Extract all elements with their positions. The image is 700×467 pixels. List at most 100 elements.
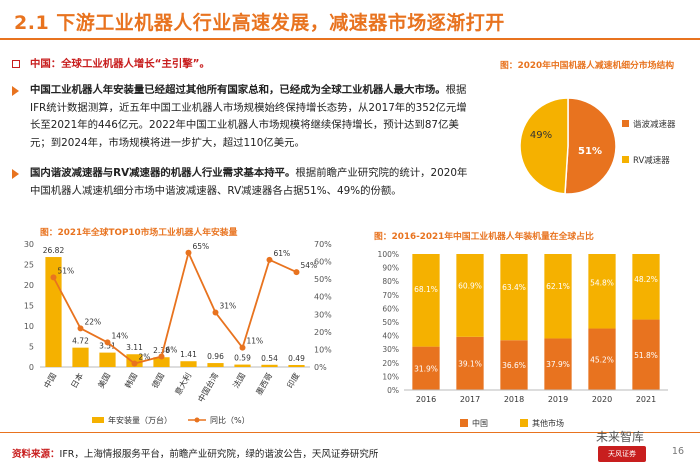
yoy-label: 6% (166, 345, 178, 354)
bar (207, 363, 224, 367)
x-tick-label: 墨西哥 (254, 372, 274, 397)
x-tick-label: 韩国 (123, 371, 140, 390)
y-tick: 20% (382, 359, 399, 368)
title-divider (0, 38, 700, 40)
y-tick: 60% (382, 304, 399, 313)
yoy-point (293, 269, 300, 276)
bar-label: 3.11 (126, 343, 143, 352)
y-right-tick: 20% (314, 328, 332, 337)
pie-label-rv: 49% (530, 130, 552, 141)
legend-harmonic: 谐波减速器 (633, 119, 676, 130)
yoy-line (52, 250, 297, 365)
pie-label-harmonic: 51% (578, 146, 602, 157)
legend-other: 其他市场 (532, 418, 564, 428)
china-label: 31.9% (414, 364, 438, 373)
china-label: 51.8% (634, 351, 658, 360)
x-tick-label: 2019 (548, 395, 568, 404)
china-label: 37.9% (546, 360, 570, 369)
legend-rv: RV减速器 (633, 155, 670, 166)
y-right-tick: 30% (314, 310, 332, 319)
yoy-label: 31% (220, 302, 237, 311)
bar (153, 357, 170, 367)
yoy-point (266, 256, 273, 263)
paragraph-2: 国内谐波减速器与RV减速器的机器人行业需求基本持平。根据前瞻产业研究院的统计，2… (30, 165, 470, 200)
yoy-label: 14% (112, 331, 129, 340)
x-tick-label: 中国 (42, 371, 59, 390)
y-right-tick: 70% (314, 240, 332, 249)
y-tick: 100% (378, 250, 399, 259)
paragraph-2-bold: 国内谐波减速器与RV减速器的机器人行业需求基本持平。 (30, 167, 296, 179)
y-right-tick: 60% (314, 258, 332, 267)
bar (99, 352, 116, 367)
paragraph-1-bold: 中国工业机器人年安装量已经超过其他所有国家总和，已经成为全球工业机器人最大市场。 (30, 84, 446, 96)
bar-label: 0.49 (288, 354, 305, 363)
y-right-tick: 0% (314, 363, 327, 372)
footer-source-text: IFR，上海情报服务平台，前瞻产业研究院，绿的谐波公告，天风证券研究所 (59, 449, 379, 460)
other-label: 54.8% (590, 278, 614, 287)
legend-installs: 年安装量（万台） (108, 415, 172, 425)
footer-label: 资料来源： (12, 449, 60, 460)
bar-label: 3.51 (99, 342, 116, 351)
yoy-label: 11% (247, 337, 264, 346)
yoy-point (131, 360, 138, 367)
top10-bar-chart: 0 5 10 15 20 25 30 0% 10% 20% 30% 40% 50% 60% 70% 26.82… (24, 240, 332, 425)
x-tick-label: 日本 (69, 371, 86, 390)
y-left-tick: 5 (29, 343, 34, 352)
bar-china (412, 346, 440, 390)
other-label: 63.4% (502, 283, 526, 292)
bar (261, 364, 278, 367)
yoy-label: 61% (274, 249, 291, 258)
section-heading: 中国：全球工业机器人增长“主引擎”。 (12, 56, 210, 73)
bar-label: 2.38 (153, 346, 170, 355)
bar-other (412, 254, 440, 347)
y-tick: 0% (387, 386, 399, 395)
bar-other (632, 254, 660, 320)
y-tick: 40% (382, 332, 399, 341)
y-tick: 50% (382, 318, 399, 327)
watermark: 未来智库 (596, 430, 645, 444)
other-label: 62.1% (546, 282, 570, 291)
china-label: 45.2% (590, 355, 614, 364)
x-tick-label: 意大利 (173, 371, 194, 397)
y-right-tick: 40% (314, 293, 332, 302)
bar (72, 347, 89, 367)
other-label: 60.9% (458, 281, 482, 290)
legend-yoy: 同比（%） (210, 415, 250, 425)
x-tick-label: 2020 (592, 395, 612, 404)
yoy-label: 54% (301, 261, 318, 270)
bar-label: 1.41 (180, 350, 197, 359)
china-label: 36.6% (502, 361, 526, 370)
x-tick-label: 法国 (231, 371, 248, 390)
arrow-bullet-icon (12, 86, 19, 96)
bar-label: 0.54 (261, 354, 278, 363)
bar-label: 0.59 (234, 354, 251, 363)
legend-swatch-china (460, 419, 468, 427)
yoy-point (77, 325, 84, 332)
bar-label: 0.96 (207, 352, 224, 361)
bar-china (500, 340, 528, 390)
pie-slice-rv (519, 97, 569, 195)
y-left-tick: 0 (29, 363, 34, 372)
bar (234, 364, 251, 367)
bar-other (588, 254, 616, 329)
brand-logo: 天风证券 (598, 446, 646, 462)
legend-marker-yoy (194, 417, 200, 423)
footer-source: 资料来源：IFR，上海情报服务平台，前瞻产业研究院，绿的谐波公告，天风证券研究所 (12, 446, 378, 460)
x-tick-label: 中国台湾 (196, 371, 221, 404)
square-bullet-icon (12, 60, 20, 68)
bar-china (588, 328, 616, 390)
legend-china: 中国 (472, 418, 488, 428)
y-tick: 10% (382, 372, 399, 381)
bar-other (544, 254, 572, 339)
y-left-tick: 10 (24, 322, 34, 331)
china-share-stacked-chart: 0% 10% 20% 30% 40% 50% 60% 70% 80% 90% 100% 31.9% 68… (378, 250, 668, 428)
y-right-tick: 10% (314, 345, 332, 354)
bar-chart-1-title: 图：2021年全球TOP10市场工业机器人年安装量 (40, 228, 238, 238)
x-tick-label: 印度 (285, 371, 302, 390)
y-left-tick: 30 (24, 240, 34, 249)
yoy-point (212, 309, 219, 316)
bar (288, 364, 305, 367)
legend-swatch-rv (622, 156, 629, 163)
x-tick-label: 2017 (460, 395, 480, 404)
x-tick-label: 2016 (416, 395, 436, 404)
